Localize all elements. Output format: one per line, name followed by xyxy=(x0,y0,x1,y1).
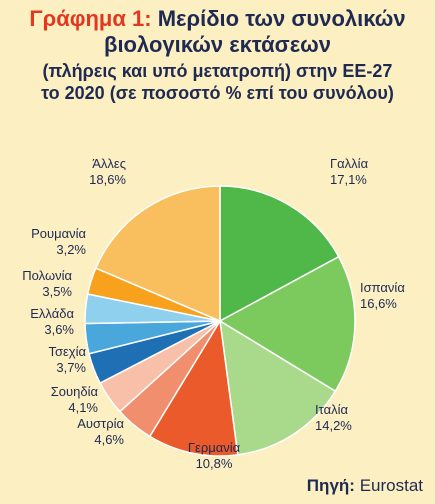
chart-title-lead: Γράφημα 1: xyxy=(29,6,152,31)
source-value: Eurostat xyxy=(359,476,423,495)
pie-slice-3 xyxy=(219,319,337,456)
slice-value-label: 3,2% xyxy=(56,242,86,257)
slice-value-label: 18,6% xyxy=(89,172,126,187)
pie-slice-1 xyxy=(219,185,340,323)
slice-name-label: Ελλάδα xyxy=(30,306,74,321)
slice-value-label: 10,8% xyxy=(196,456,233,471)
slice-name-label: Γερμανία xyxy=(188,440,241,455)
pie-slice-2 xyxy=(218,255,356,393)
slice-name-label: Αυστρία xyxy=(77,416,124,431)
slice-name-label: Ισπανία xyxy=(360,280,405,295)
slice-name-label: Ρουμανία xyxy=(31,226,86,241)
slice-value-label: 3,5% xyxy=(42,284,72,299)
slice-value-label: 3,6% xyxy=(44,322,74,337)
slice-value-label: 4,1% xyxy=(68,400,98,415)
slice-value-label: 3,7% xyxy=(56,360,86,375)
slice-name-label: Πολωνία xyxy=(22,268,72,283)
slice-name-label: Τσεχία xyxy=(48,344,86,359)
chart-subtitle-line1: (πλήρεις και υπό μετατροπή) στην ΕΕ-27 xyxy=(42,61,393,81)
slice-name-label: Άλλες xyxy=(92,156,126,171)
slice-name-label: Γαλλία xyxy=(330,156,369,171)
pie-slice-11 xyxy=(94,185,221,323)
chart-title-line2: βιολογικών εκτάσεων xyxy=(104,32,331,57)
chart-title: Γράφημα 1: Μερίδιο των συνολικών βιολογι… xyxy=(0,6,435,104)
slice-value-label: 17,1% xyxy=(330,172,367,187)
source-note: Πηγή: Eurostat xyxy=(307,476,423,496)
chart-subtitle-line2: το 2020 (σε ποσοστό % επί του συνόλου) xyxy=(41,83,394,103)
source-label: Πηγή: xyxy=(306,476,355,495)
pie-slice-4 xyxy=(148,318,239,457)
slice-value-label: 4,6% xyxy=(94,432,124,447)
slice-value-label: 16,6% xyxy=(360,296,397,311)
chart-title-line1: Μερίδιο των συνολικών xyxy=(157,6,406,31)
slice-value-label: 14,2% xyxy=(315,418,352,433)
slice-name-label: Σουηδία xyxy=(51,384,99,399)
slice-name-label: Ιταλία xyxy=(315,402,348,417)
